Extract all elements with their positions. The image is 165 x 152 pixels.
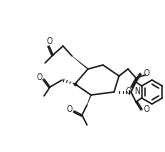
Text: O: O [144,105,150,114]
Text: O: O [144,69,150,78]
Text: O: O [47,38,53,47]
Polygon shape [87,95,91,105]
Text: O: O [67,105,73,114]
Text: O: O [37,73,43,81]
Polygon shape [119,69,128,76]
Text: N: N [134,88,140,97]
Polygon shape [72,56,88,69]
Text: O: O [126,86,132,95]
